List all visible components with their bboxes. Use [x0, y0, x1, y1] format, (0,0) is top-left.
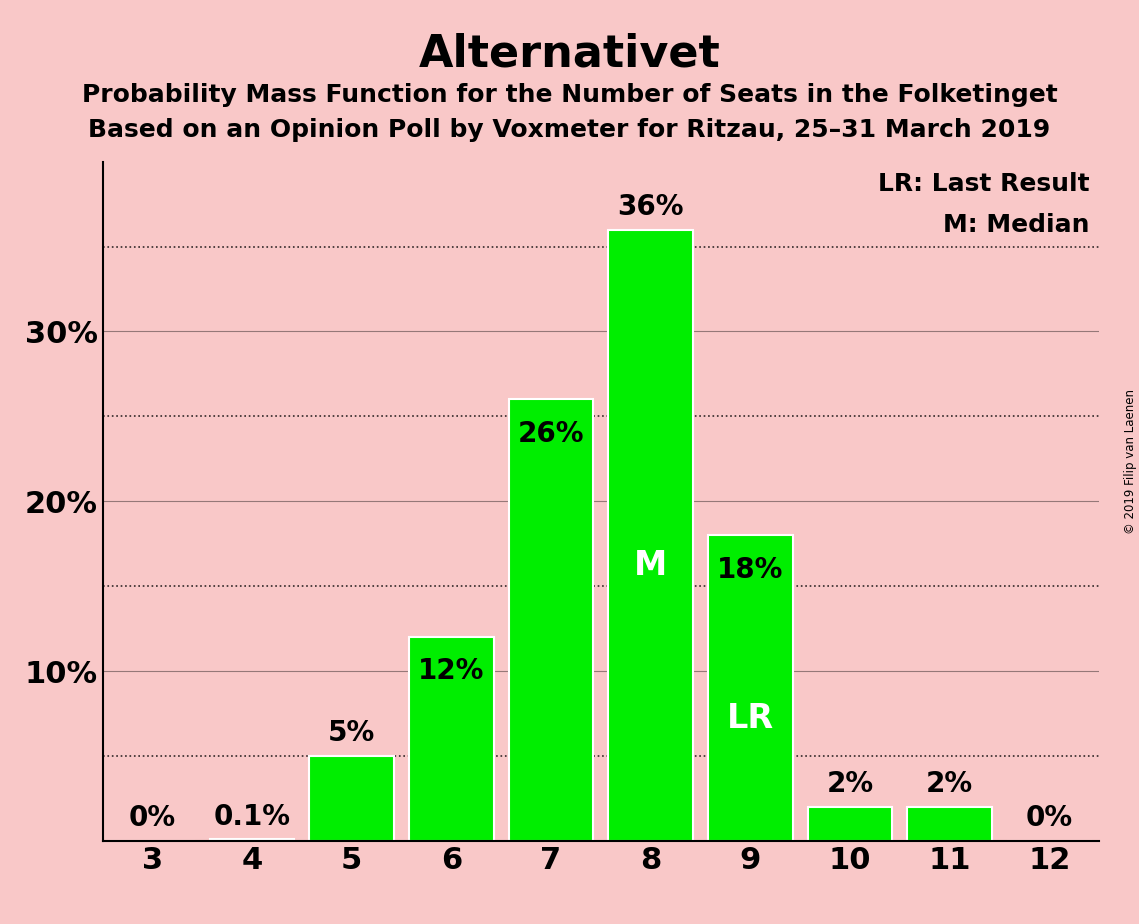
- Bar: [310, 756, 394, 841]
- Text: LR: Last Result: LR: Last Result: [877, 172, 1089, 196]
- Bar: [708, 535, 793, 841]
- Bar: [409, 638, 493, 841]
- Bar: [608, 230, 693, 841]
- Text: M: Median: M: Median: [943, 213, 1089, 237]
- Text: 0%: 0%: [129, 805, 175, 833]
- Text: LR: LR: [727, 702, 773, 736]
- Text: 26%: 26%: [518, 419, 584, 448]
- Bar: [808, 807, 892, 841]
- Text: 36%: 36%: [617, 193, 683, 221]
- Text: 0%: 0%: [1026, 805, 1073, 833]
- Text: 2%: 2%: [827, 771, 874, 798]
- Text: © 2019 Filip van Laenen: © 2019 Filip van Laenen: [1124, 390, 1137, 534]
- Text: 12%: 12%: [418, 658, 484, 686]
- Bar: [908, 807, 992, 841]
- Text: M: M: [634, 549, 667, 582]
- Text: Alternativet: Alternativet: [419, 32, 720, 76]
- Bar: [210, 839, 294, 841]
- Text: 5%: 5%: [328, 720, 375, 748]
- Text: Based on an Opinion Poll by Voxmeter for Ritzau, 25–31 March 2019: Based on an Opinion Poll by Voxmeter for…: [89, 118, 1050, 142]
- Text: 0.1%: 0.1%: [213, 803, 290, 831]
- Bar: [509, 399, 593, 841]
- Text: 2%: 2%: [926, 771, 973, 798]
- Text: Probability Mass Function for the Number of Seats in the Folketinget: Probability Mass Function for the Number…: [82, 83, 1057, 107]
- Text: 18%: 18%: [718, 555, 784, 584]
